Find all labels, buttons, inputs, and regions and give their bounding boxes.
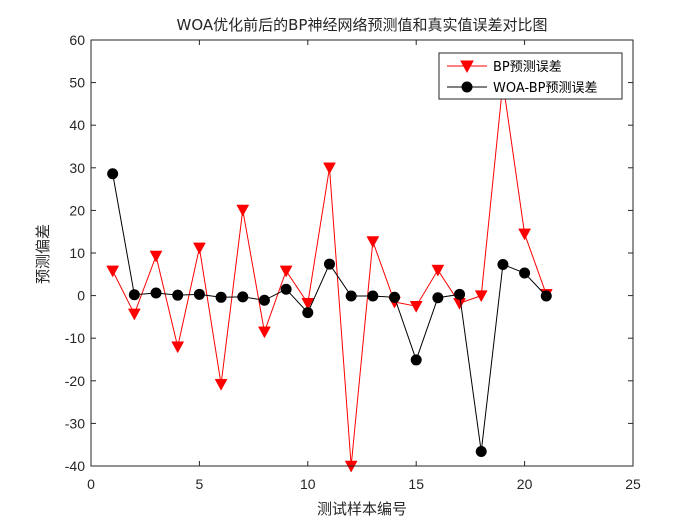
series-2-point <box>345 290 357 302</box>
y-tick-label: 50 <box>69 75 85 91</box>
y-tick-label: 0 <box>77 288 85 304</box>
x-tick-label: 15 <box>408 476 424 492</box>
plot-area: 0 5 10 15 20 25 -40 -30 -20 -10 0 10 20 30 40 50 60 <box>65 32 641 492</box>
series-2-point <box>237 291 249 303</box>
series-1-point <box>431 264 445 277</box>
x-axis-label: 测试样本编号 <box>317 500 407 518</box>
series-1-point <box>236 204 250 217</box>
legend-marker-2 <box>461 81 473 93</box>
y-tick-label: -40 <box>65 458 85 474</box>
series-1-point <box>258 326 271 339</box>
series-2-point <box>367 290 379 302</box>
series-2-point <box>107 168 119 180</box>
series-1-point <box>301 298 315 310</box>
series-1-point <box>171 341 185 354</box>
series-2-point <box>519 267 531 279</box>
x-tick-label: 5 <box>196 476 204 492</box>
legend: BP预测误差 WOA-BP预测误差 <box>438 52 623 100</box>
series-1-point <box>149 250 163 263</box>
series-2-point <box>389 291 401 303</box>
series-2-point <box>172 289 184 301</box>
legend-label-2: WOA-BP预测误差 <box>493 81 597 96</box>
y-axis-label: 预测偏差 <box>34 224 52 284</box>
series-1-point <box>192 242 206 255</box>
legend-marker-1 <box>460 60 474 74</box>
x-tick-label: 0 <box>87 476 95 492</box>
series-2-point <box>128 289 140 301</box>
series-1-point <box>518 228 532 241</box>
y-tick-label: 30 <box>69 160 85 176</box>
series-2-point <box>454 288 466 300</box>
series-2-point <box>540 290 552 302</box>
series-2-point <box>497 259 509 271</box>
axes-background <box>91 40 633 466</box>
x-tick-label: 25 <box>625 476 641 492</box>
x-tick-label: 20 <box>517 476 533 492</box>
series-2-point <box>432 292 444 304</box>
series-1-point <box>323 162 336 175</box>
y-tick-label: 10 <box>69 245 85 261</box>
series-2-point <box>215 291 227 303</box>
y-tick-label: -10 <box>65 330 85 346</box>
series-2-point <box>302 307 314 319</box>
y-tick-label: 20 <box>69 202 85 218</box>
series-2-point <box>410 354 422 366</box>
series-2-point <box>475 446 487 458</box>
series-1-point <box>106 265 120 278</box>
x-tick-label: 10 <box>300 476 316 492</box>
y-tick-label: 60 <box>69 32 85 48</box>
legend-label-1: BP预测误差 <box>493 60 562 75</box>
series-2-point <box>150 287 162 299</box>
series-2-point <box>280 283 292 295</box>
y-tick-label: -30 <box>65 415 85 431</box>
series-1-point <box>409 301 423 313</box>
y-tick-label: -20 <box>65 373 85 389</box>
series-1-point <box>214 378 228 391</box>
series-2-point <box>193 288 205 300</box>
series-2-point <box>323 258 335 270</box>
series-1-point <box>279 265 293 278</box>
chart-title: WOA优化前后的BP神经网络预测值和真实值误差对比图 <box>177 16 548 34</box>
y-tick-label: 40 <box>69 117 85 133</box>
series-1-point <box>366 236 380 249</box>
series-2-point <box>258 294 270 306</box>
series-1-point <box>474 290 488 303</box>
series-1-point <box>127 308 141 321</box>
